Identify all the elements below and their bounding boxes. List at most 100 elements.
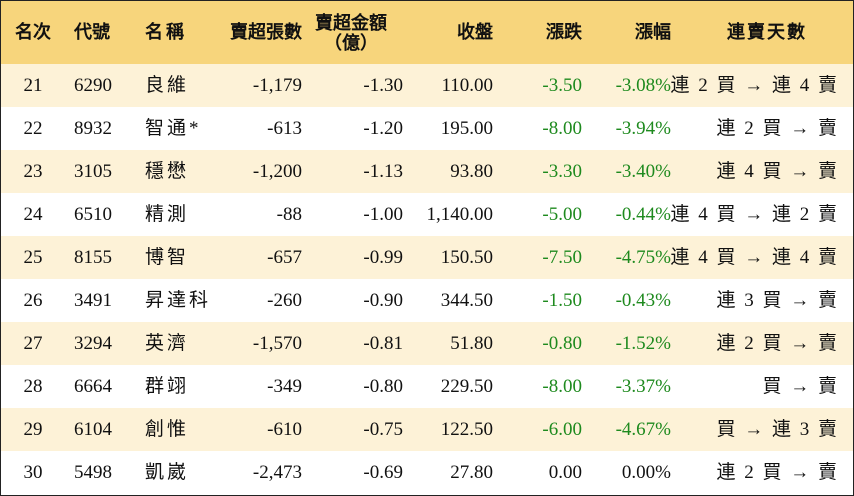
table-header: 名次 代號 名稱 賣超張數 賣超金額 （億） 收盤 漲跌 漲幅 連賣天數 (1, 1, 853, 64)
cell-name: 群翊 (145, 376, 190, 397)
cell-change: -3.50 (542, 75, 582, 96)
cell-volume: -1,179 (252, 75, 302, 96)
cell-streak: 連 2 買 → 連 4 賣 (670, 75, 839, 96)
cell-streak: 連 2 買 → 賣 (716, 333, 839, 354)
cell-change-pct: -0.43% (615, 290, 671, 311)
cell-rank: 27 (23, 333, 43, 354)
cell-close: 27.80 (450, 462, 493, 483)
cell-change-pct: -3.40% (615, 161, 671, 182)
cell-code: 8932 (74, 118, 112, 139)
cell-code: 5498 (74, 462, 112, 483)
table-row: 21 6290 良維 -1,179 -1.30 110.00 -3.50 -3.08% 連 2 … (1, 64, 853, 107)
cell-rank: 25 (23, 247, 43, 268)
cell-code: 6510 (74, 204, 112, 225)
cell-rank: 30 (23, 462, 43, 483)
cell-close: 51.80 (450, 333, 493, 354)
cell-name: 良維 (145, 75, 190, 96)
cell-change: -1.50 (542, 290, 582, 311)
header-amount-line1: 賣超金額 (315, 13, 387, 33)
cell-change: -6.00 (542, 419, 582, 440)
cell-amount: -0.81 (363, 333, 403, 354)
cell-amount: -0.80 (363, 376, 403, 397)
table-row: 22 8932 智通* -613 -1.20 195.00 -8.00 -3.94% 連 2 買… (1, 107, 853, 150)
cell-change-pct: -1.52% (615, 333, 671, 354)
cell-close: 1,140.00 (426, 204, 494, 225)
cell-code: 3294 (74, 333, 112, 354)
cell-rank: 22 (23, 118, 43, 139)
cell-change: -8.00 (542, 376, 582, 397)
cell-close: 229.50 (440, 376, 493, 397)
header-amount: 賣超金額 （億） (301, 1, 401, 53)
header-rank: 名次 (15, 22, 51, 42)
cell-name: 昇達科 (145, 290, 212, 311)
header-change-pct: 漲幅 (635, 22, 671, 42)
cell-change-pct: -3.37% (615, 376, 671, 397)
table-row: 29 6104 創惟 -610 -0.75 122.50 -6.00 -4.67% 買 → 連 … (1, 408, 853, 451)
cell-change-pct: -3.08% (615, 75, 671, 96)
header-amount-line2: （億） (324, 33, 378, 53)
cell-rank: 28 (23, 376, 43, 397)
cell-streak: 買 → 賣 (762, 376, 839, 397)
cell-name: 精測 (145, 204, 190, 225)
cell-code: 3105 (74, 161, 112, 182)
cell-change-pct: -4.75% (615, 247, 671, 268)
cell-code: 3491 (74, 290, 112, 311)
cell-change-pct: -3.94% (615, 118, 671, 139)
cell-streak: 連 4 買 → 連 4 賣 (670, 247, 839, 268)
cell-name: 穩懋 (145, 161, 190, 182)
cell-name: 創惟 (145, 419, 190, 440)
cell-volume: -657 (267, 247, 302, 268)
header-close: 收盤 (457, 22, 493, 42)
header-volume: 賣超張數 (230, 22, 302, 42)
cell-rank: 29 (23, 419, 43, 440)
table-row: 27 3294 英濟 -1,570 -0.81 51.80 -0.80 -1.52% 連 2 買… (1, 322, 853, 365)
cell-amount: -0.69 (363, 462, 403, 483)
table-row: 28 6664 群翊 -349 -0.80 229.50 -8.00 -3.37% 買 → 賣 (1, 365, 853, 408)
cell-volume: -2,473 (252, 462, 302, 483)
cell-change: 0.00 (548, 462, 582, 483)
cell-change-pct: -4.67% (615, 419, 671, 440)
cell-change: -5.00 (542, 204, 582, 225)
cell-code: 6664 (74, 376, 112, 397)
cell-code: 8155 (74, 247, 112, 268)
cell-close: 195.00 (440, 118, 493, 139)
table-row: 30 5498 凱崴 -2,473 -0.69 27.80 0.00 0.00% 連 2 買 →… (1, 451, 853, 494)
cell-rank: 26 (23, 290, 43, 311)
cell-change: -3.30 (542, 161, 582, 182)
cell-name: 凱崴 (145, 462, 190, 483)
header-change: 漲跌 (546, 22, 582, 42)
cell-streak: 連 2 買 → 賣 (716, 118, 839, 139)
table-row: 23 3105 穩懋 -1,200 -1.13 93.80 -3.30 -3.40% 連 4 買… (1, 150, 853, 193)
cell-rank: 21 (23, 75, 43, 96)
cell-streak: 連 2 買 → 賣 (716, 462, 839, 483)
cell-volume: -613 (267, 118, 302, 139)
cell-amount: -1.00 (363, 204, 403, 225)
cell-rank: 23 (23, 161, 43, 182)
cell-volume: -1,570 (252, 333, 302, 354)
cell-change-pct: 0.00% (621, 462, 671, 483)
cell-code: 6290 (74, 75, 112, 96)
cell-name: 英濟 (145, 333, 190, 354)
cell-change: -8.00 (542, 118, 582, 139)
cell-volume: -260 (267, 290, 302, 311)
cell-close: 110.00 (441, 75, 493, 96)
cell-close: 344.50 (440, 290, 493, 311)
cell-amount: -1.30 (363, 75, 403, 96)
cell-streak: 買 → 連 3 賣 (716, 419, 839, 440)
header-code: 代號 (74, 22, 110, 42)
cell-volume: -88 (276, 204, 302, 225)
cell-amount: -1.13 (363, 161, 403, 182)
cell-change-pct: -0.44% (615, 204, 671, 225)
table-row: 26 3491 昇達科 -260 -0.90 344.50 -1.50 -0.43% 連 3 買… (1, 279, 853, 322)
cell-code: 6104 (74, 419, 112, 440)
cell-name: 智通* (145, 118, 202, 139)
table-row: 24 6510 精測 -88 -1.00 1,140.00 -5.00 -0.44% 連 4 買… (1, 193, 853, 236)
cell-volume: -349 (267, 376, 302, 397)
cell-change: -0.80 (542, 333, 582, 354)
cell-streak: 連 4 買 → 連 2 賣 (670, 204, 839, 225)
cell-volume: -1,200 (252, 161, 302, 182)
cell-change: -7.50 (542, 247, 582, 268)
cell-volume: -610 (267, 419, 302, 440)
table-row: 25 8155 博智 -657 -0.99 150.50 -7.50 -4.75% 連 4 買 … (1, 236, 853, 279)
